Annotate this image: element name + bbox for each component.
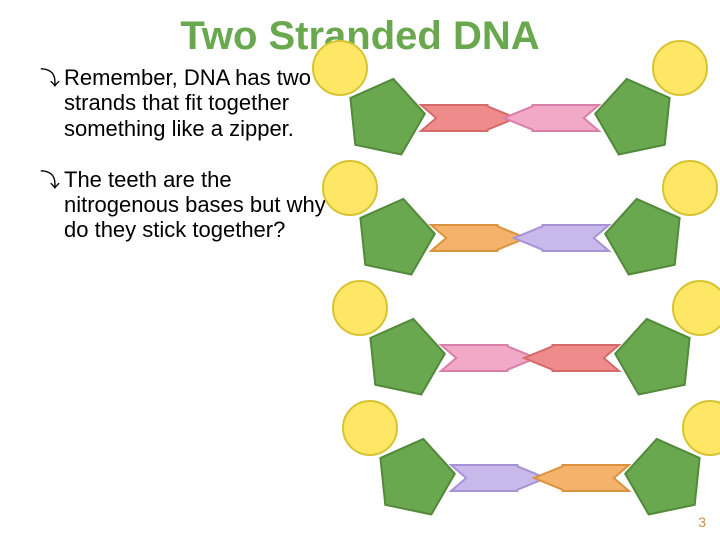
bullet-text: Remember, DNA has two strands that fit t… — [64, 65, 350, 141]
page-number: 3 — [698, 514, 706, 530]
sugar-pentagon — [595, 79, 669, 155]
dna-svg — [340, 38, 680, 538]
sugar-pentagon — [605, 199, 679, 275]
sugar-pentagon — [360, 199, 434, 275]
base-arrow — [534, 465, 629, 491]
phosphate-circle — [323, 161, 377, 215]
bullet-list: ⤵ Remember, DNA has two strands that fit… — [40, 65, 350, 243]
phosphate-circle — [653, 41, 707, 95]
dna-diagram — [340, 38, 680, 538]
list-item: ⤵ The teeth are the nitrogenous bases bu… — [40, 167, 350, 243]
base-arrow — [504, 105, 599, 131]
base-arrow — [524, 345, 619, 371]
sugar-pentagon — [370, 319, 444, 395]
slide: Two Stranded DNA ⤵ Remember, DNA has two… — [0, 0, 720, 540]
sugar-pentagon — [350, 79, 424, 155]
base-arrow — [514, 225, 609, 251]
sugar-pentagon — [380, 439, 454, 515]
bullet-icon: ⤵ — [40, 67, 64, 143]
phosphate-circle — [673, 281, 720, 335]
bullet-text: The teeth are the nitrogenous bases but … — [64, 167, 350, 243]
phosphate-circle — [333, 281, 387, 335]
sugar-pentagon — [615, 319, 689, 395]
phosphate-circle — [683, 401, 720, 455]
bullet-icon: ⤵ — [40, 169, 64, 245]
phosphate-circle — [663, 161, 717, 215]
phosphate-circle — [343, 401, 397, 455]
list-item: ⤵ Remember, DNA has two strands that fit… — [40, 65, 350, 141]
phosphate-circle — [313, 41, 367, 95]
sugar-pentagon — [625, 439, 699, 515]
